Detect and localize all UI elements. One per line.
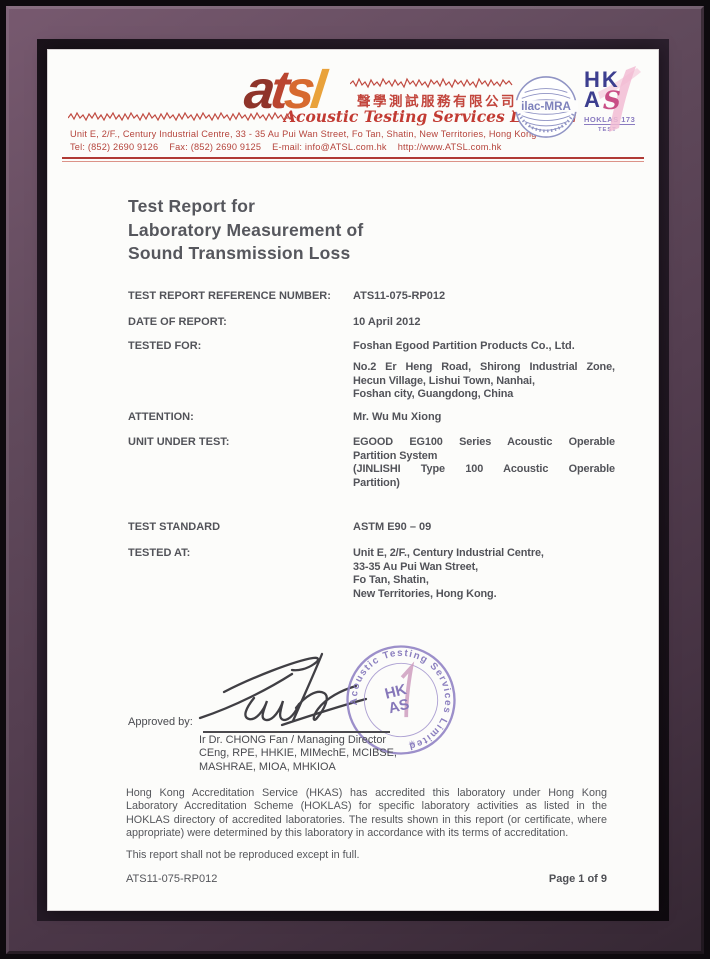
signature [198, 652, 368, 727]
document-number: ATS11-075-RP012 [126, 873, 218, 885]
signatory-block: Ir Dr. CHONG Fan / Managing Director CEn… [199, 734, 397, 774]
ilac-mra-label: ilac-MRA [521, 100, 571, 113]
company-name-chinese: 聲學測試服務有限公司 [357, 94, 517, 109]
tested-for-label: TESTED FOR: [128, 340, 202, 352]
soundwave-icon [350, 77, 513, 89]
hkas-letter-a: A [584, 87, 602, 112]
unit-under-test-label: UNIT UNDER TEST: [128, 436, 230, 448]
report-date-value: 10 April 2012 [353, 316, 421, 328]
report-date-label: DATE OF REPORT: [128, 316, 227, 328]
unit-line: Partition System [353, 449, 438, 462]
company-stamp: Acoustic Testing Services Limited ✳ HK A… [338, 637, 464, 763]
unit-line: Partition) [353, 476, 400, 489]
reproduction-note: This report shall not be reproduced exce… [126, 849, 360, 861]
unit-under-test-value: EGOOD EG100 Series Acoustic Operable Par… [353, 436, 615, 490]
tested-at-line: New Territories, Hong Kong. [353, 587, 497, 600]
hkas-swoosh-icon [598, 66, 641, 132]
hkas-letters-row1: HK [584, 67, 654, 92]
soundwave-icon [68, 111, 297, 122]
title-line-2: Laboratory Measurement of [128, 219, 364, 240]
approved-by-label: Approved by: [128, 716, 193, 728]
signatory-credentials: MASHRAE, MIOA, MHKIOA [199, 760, 336, 773]
hoklas-accreditation-label: HOKLAS 173 [584, 115, 636, 125]
hkas-letter-s: S [602, 86, 623, 115]
ref-number-value: ATS11-075-RP012 [353, 290, 446, 302]
company-name-english: Acoustic Testing Services Limited [284, 107, 578, 126]
hkas-letter-h: H [584, 67, 602, 92]
footer-row: ATS11-075-RP012 Page 1 of 9 [126, 873, 607, 885]
address-line: Foshan city, Guangdong, China [353, 388, 514, 401]
tested-at-line: Fo Tan, Shatin, [353, 574, 429, 587]
accreditation-statement: Hong Kong Accreditation Service (HKAS) h… [126, 787, 607, 839]
address-line: Hecun Village, Lishui Town, Nanhai, [353, 374, 535, 387]
tested-for-address: No.2 Er Heng Road, Shirong Industrial Zo… [353, 361, 615, 402]
stamp-center-mark: HK AS [383, 661, 415, 718]
tested-at-value: Unit E, 2/F., Century Industrial Centre,… [353, 547, 615, 601]
stamp-hk: HK [383, 681, 408, 703]
attention-label: ATTENTION: [128, 411, 194, 423]
tested-at-label: TESTED AT: [128, 547, 191, 559]
ref-number-label: TEST REPORT REFERENCE NUMBER: [128, 290, 331, 302]
page-indicator: Page 1 of 9 [548, 873, 607, 885]
tested-for-company: Foshan Egood Partition Products Co., Ltd… [353, 340, 575, 352]
report-title: Test Report for Laboratory Measurement o… [128, 195, 363, 266]
hkas-letter-k: K [601, 67, 620, 92]
stamp-as: AS [387, 696, 411, 718]
tested-at-line: Unit E, 2/F., Century Industrial Centre, [353, 547, 544, 559]
test-standard-value: ASTM E90 – 09 [353, 521, 432, 533]
title-line-1: Test Report for [128, 196, 256, 216]
address-line: No.2 Er Heng Road, Shirong Industrial Zo… [353, 361, 615, 373]
hkas-letters-row2: AS [584, 87, 654, 113]
signature-line [203, 731, 390, 733]
stamp-star-icon: ✳ [407, 738, 416, 749]
contact-line: Tel: (852) 2690 9126 Fax: (852) 2690 912… [70, 142, 502, 152]
title-line-3: Sound Transmission Loss [128, 243, 351, 263]
ilac-mra-logo: ilac-MRA [514, 76, 578, 138]
report-page: atsl 聲學測試服務有限公司 Acoustic Testing Service… [48, 50, 658, 910]
hoklas-test-label: TEST [598, 127, 617, 133]
unit-line: EGOOD EG100 Series Acoustic Operable [353, 436, 615, 448]
unit-line: (JINLISHI Type 100 Acoustic Operable [353, 463, 615, 476]
address-line: Unit E, 2/F., Century Industrial Centre,… [70, 129, 537, 139]
hkas-logo: HK AS HOKLAS 173 TEST [584, 66, 654, 133]
attention-value: Mr. Wu Mu Xiong [353, 411, 442, 423]
header-divider [62, 157, 644, 162]
signatory-credentials: CEng, RPE, HHKIE, MIMechE, MCIBSE, [199, 747, 397, 760]
tested-at-line: 33-35 Au Pui Wan Street, [353, 560, 479, 573]
test-standard-label: TEST STANDARD [128, 521, 221, 533]
signatory-name: Ir Dr. CHONG Fan / Managing Director [199, 734, 387, 746]
